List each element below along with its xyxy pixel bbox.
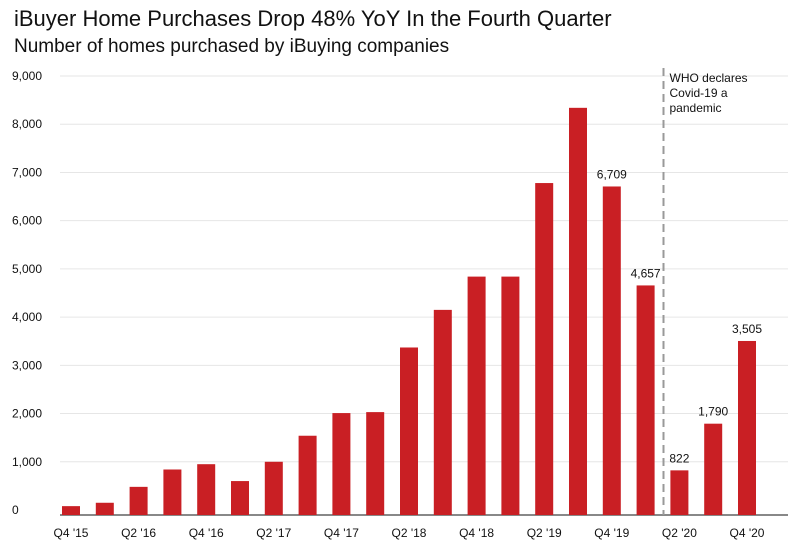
bar bbox=[231, 481, 249, 515]
x-tick-label: Q2 '18 bbox=[392, 526, 427, 540]
x-tick-label: Q4 '15 bbox=[54, 526, 89, 540]
chart-subtitle: Number of homes purchased by iBuying com… bbox=[14, 36, 450, 57]
annotation-text: Covid-19 a bbox=[670, 86, 728, 100]
y-tick-label: 3,000 bbox=[12, 358, 42, 372]
x-tick-label: Q4 '17 bbox=[324, 526, 359, 540]
y-tick-label: 0 bbox=[12, 503, 19, 517]
bar bbox=[366, 412, 385, 515]
y-tick-label: 8,000 bbox=[12, 117, 42, 131]
bar bbox=[62, 506, 80, 515]
data-label: 4,657 bbox=[631, 266, 661, 280]
x-tick-label: Q2 '19 bbox=[527, 526, 562, 540]
y-tick-label: 2,000 bbox=[12, 407, 42, 421]
y-tick-label: 7,000 bbox=[12, 165, 42, 179]
bar bbox=[636, 285, 655, 515]
bar bbox=[501, 276, 520, 515]
bar bbox=[433, 309, 452, 515]
bar bbox=[569, 107, 587, 516]
bar bbox=[197, 464, 216, 515]
data-label: 822 bbox=[669, 451, 689, 465]
bar bbox=[738, 340, 756, 515]
y-tick-label: 9,000 bbox=[12, 69, 42, 83]
bar bbox=[163, 469, 182, 515]
y-tick-label: 5,000 bbox=[12, 262, 42, 276]
bar bbox=[95, 502, 114, 515]
data-label: 3,505 bbox=[732, 322, 762, 336]
x-tick-label: Q4 '19 bbox=[594, 526, 629, 540]
x-tick-label: Q4 '20 bbox=[730, 526, 765, 540]
y-tick-label: 6,000 bbox=[12, 214, 42, 228]
bar bbox=[602, 186, 621, 515]
bar bbox=[704, 423, 723, 515]
x-tick-label: Q2 '17 bbox=[256, 526, 291, 540]
bar bbox=[400, 347, 418, 515]
annotation-text: pandemic bbox=[670, 101, 722, 115]
bar bbox=[298, 435, 317, 515]
bar bbox=[535, 183, 554, 515]
x-tick-label: Q4 '18 bbox=[459, 526, 494, 540]
y-tick-label: 1,000 bbox=[12, 455, 42, 469]
data-label: 6,709 bbox=[597, 167, 627, 181]
x-tick-label: Q2 '16 bbox=[121, 526, 156, 540]
data-label: 1,790 bbox=[698, 405, 728, 419]
bar bbox=[264, 461, 283, 515]
x-tick-label: Q4 '16 bbox=[189, 526, 224, 540]
y-tick-label: 4,000 bbox=[12, 310, 42, 324]
bar bbox=[332, 413, 351, 515]
annotation-text: WHO declares bbox=[670, 71, 748, 85]
x-tick-label: Q2 '20 bbox=[662, 526, 697, 540]
bar bbox=[670, 470, 689, 515]
bar bbox=[129, 486, 148, 515]
bar bbox=[467, 276, 486, 515]
chart-title: iBuyer Home Purchases Drop 48% YoY In th… bbox=[14, 6, 612, 31]
